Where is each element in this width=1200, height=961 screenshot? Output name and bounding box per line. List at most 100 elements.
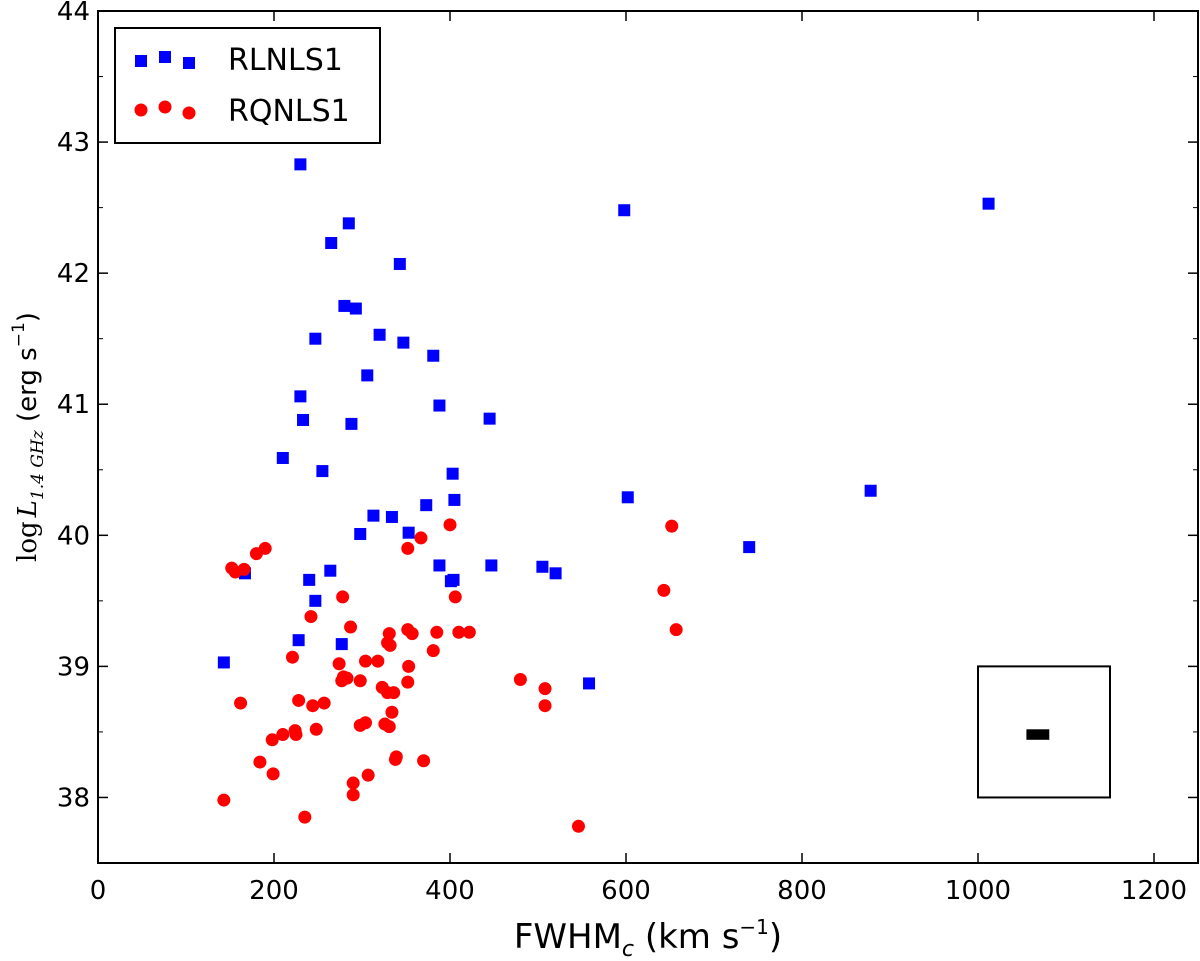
point-rqnls1 [401, 541, 415, 555]
legend-rlnls1-markers [135, 51, 195, 69]
point-rqnls1 [234, 696, 248, 710]
point-rlnls1 [316, 465, 329, 478]
legend-box [114, 27, 381, 144]
point-rlnls1 [982, 197, 995, 210]
legend-rlnls1-label: RLNLS1 [228, 43, 343, 78]
point-rlnls1 [743, 541, 756, 554]
point-rlnls1 [621, 491, 634, 504]
error-inset [977, 665, 1111, 799]
point-rqnls1 [383, 638, 397, 652]
x-tick-label: 400 [425, 876, 475, 906]
point-rlnls1 [361, 369, 374, 382]
point-rqnls1 [538, 682, 552, 696]
point-rqnls1 [359, 716, 373, 730]
point-rlnls1 [294, 158, 307, 171]
point-rqnls1 [417, 754, 431, 768]
y-tick-label: 44 [57, 0, 90, 27]
y-tick-label: 42 [57, 259, 90, 289]
point-rqnls1 [335, 674, 349, 688]
point-rqnls1 [538, 699, 552, 713]
point-rqnls1 [359, 654, 373, 668]
point-rlnls1 [447, 573, 460, 586]
point-rqnls1 [332, 657, 346, 671]
point-rqnls1 [405, 627, 419, 641]
point-rqnls1 [361, 768, 375, 782]
point-rlnls1 [367, 509, 380, 522]
legend-rlnls1-marker [159, 51, 171, 63]
x-axis-title: FWHMc (km s−1) [514, 915, 782, 961]
point-rqnls1 [217, 793, 231, 807]
point-rlnls1 [335, 638, 348, 651]
x-axis: 0 200 400 600 800 1000 1200 [90, 11, 1187, 906]
y-tick-label: 38 [57, 783, 90, 813]
point-rqnls1 [346, 776, 360, 790]
point-rlnls1 [338, 299, 351, 312]
point-rqnls1 [346, 788, 360, 802]
point-rlnls1 [402, 526, 415, 539]
legend-rqnls1-marker [158, 100, 172, 114]
y-axis-title: logL1.4 GHz (erg s−1) [9, 312, 48, 562]
point-rqnls1 [388, 752, 402, 766]
y-tick-label: 41 [57, 390, 90, 420]
legend-rqnls1-marker [182, 106, 196, 120]
point-rlnls1 [446, 467, 459, 480]
point-rlnls1 [294, 390, 307, 403]
point-rlnls1 [485, 559, 498, 572]
inset-box [977, 665, 1111, 799]
point-rlnls1 [297, 413, 310, 426]
point-rlnls1 [385, 510, 398, 523]
point-rqnls1 [344, 620, 358, 634]
point-rqnls1 [462, 625, 476, 639]
point-rlnls1 [536, 560, 549, 573]
data-points [217, 158, 995, 833]
legend-rqnls1-label: RQNLS1 [228, 94, 350, 129]
y-tick-label: 43 [57, 128, 90, 158]
point-rqnls1 [265, 733, 279, 747]
point-rlnls1 [354, 527, 367, 540]
x-tick-label: 0 [90, 876, 107, 906]
legend: RLNLS1 RQNLS1 [114, 27, 381, 144]
point-rqnls1 [430, 625, 444, 639]
point-rqnls1 [513, 672, 527, 686]
point-rqnls1 [306, 699, 320, 713]
point-rqnls1 [266, 767, 280, 781]
point-rlnls1 [292, 634, 305, 647]
point-rlnls1 [393, 257, 406, 270]
point-rlnls1 [583, 677, 596, 690]
point-rlnls1 [373, 328, 386, 341]
point-rqnls1 [292, 693, 306, 707]
x-tick-label: 200 [249, 876, 299, 906]
point-rqnls1 [353, 674, 367, 688]
point-rqnls1 [285, 650, 299, 664]
point-rqnls1 [443, 518, 457, 532]
point-rqnls1 [665, 519, 679, 533]
point-rqnls1 [414, 531, 428, 545]
point-rlnls1 [349, 302, 362, 315]
x-tick-label: 800 [777, 876, 827, 906]
x-tick-label: 1000 [945, 876, 1011, 906]
point-rqnls1 [387, 686, 401, 700]
point-rqnls1 [426, 644, 440, 658]
point-rlnls1 [618, 204, 631, 217]
point-rqnls1 [289, 728, 303, 742]
point-rlnls1 [483, 412, 496, 425]
point-rqnls1 [309, 722, 323, 736]
point-rqnls1 [382, 720, 396, 734]
point-rqnls1 [298, 810, 312, 824]
point-rlnls1 [427, 349, 440, 362]
point-rlnls1 [433, 559, 446, 572]
point-rlnls1 [864, 484, 877, 497]
point-rqnls1 [336, 590, 350, 604]
point-rlnls1 [303, 573, 316, 586]
x-tick-label: 600 [601, 876, 651, 906]
svg-text:logL1.4 GHz (erg s−1): logL1.4 GHz (erg s−1) [9, 312, 48, 562]
point-rlnls1 [309, 332, 322, 345]
point-rqnls1 [276, 728, 290, 742]
point-rlnls1 [397, 336, 410, 349]
plot-area [97, 10, 1199, 864]
point-rqnls1 [253, 755, 267, 769]
point-rqnls1 [452, 625, 466, 639]
point-rlnls1 [345, 417, 358, 430]
point-rqnls1 [385, 705, 399, 719]
point-rlnls1 [420, 499, 433, 512]
